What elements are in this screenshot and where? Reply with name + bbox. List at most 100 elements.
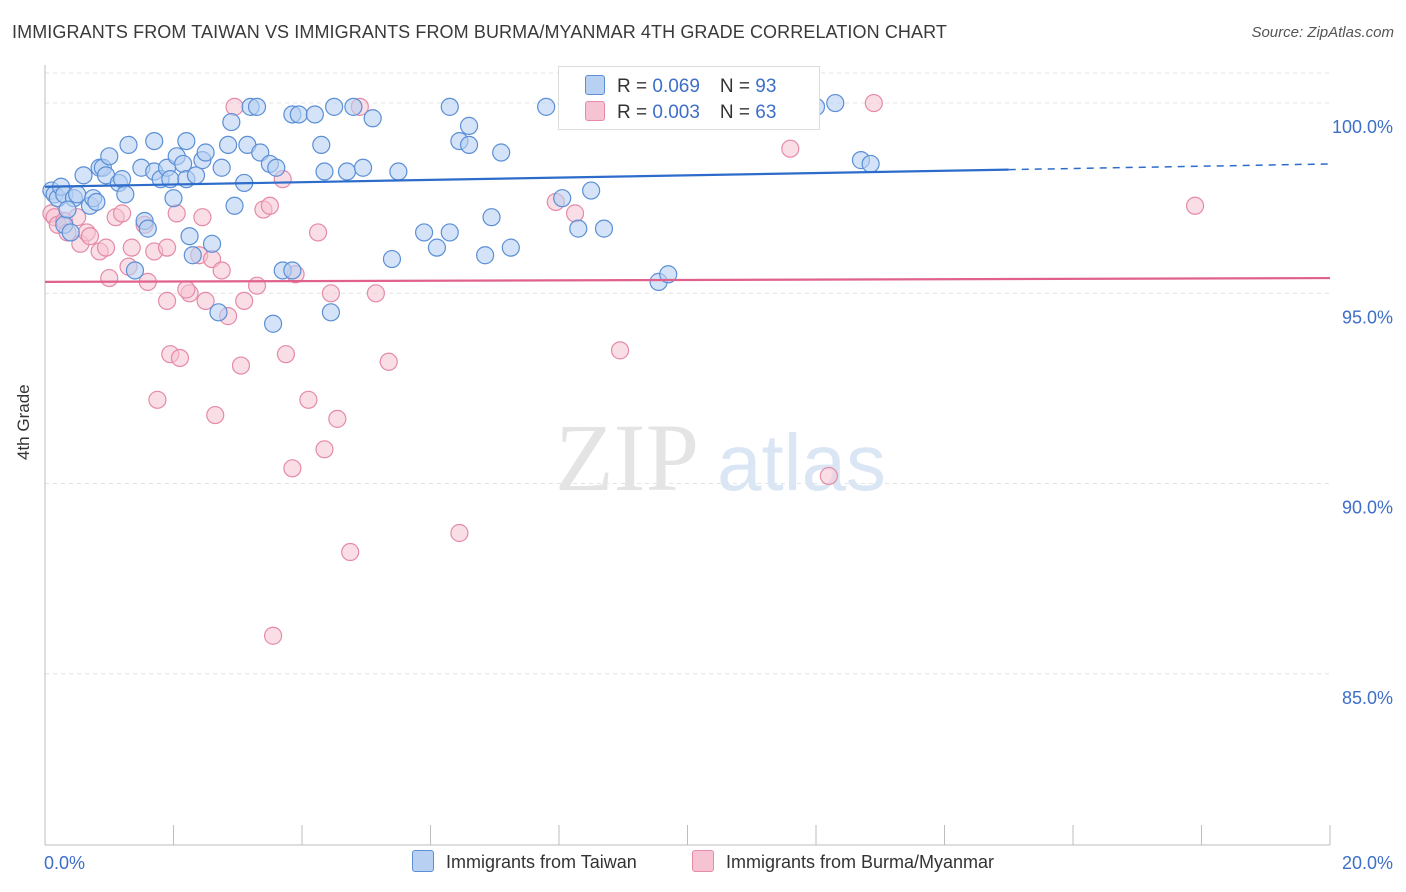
legend-row-burma: R = 0.003 N = 63 [585, 101, 776, 127]
series-taiwan-points [42, 93, 880, 333]
taiwan-point [222, 112, 241, 132]
watermark: ZIP atlas [555, 404, 886, 511]
taiwan-point [389, 162, 408, 181]
trend-lines [44, 163, 1331, 283]
taiwan-point [659, 265, 678, 284]
taiwan-point [138, 219, 157, 238]
burma-point [819, 466, 838, 486]
legend-r-label: R = [617, 102, 653, 123]
taiwan-point [183, 246, 202, 265]
burma-point [235, 291, 254, 311]
tick-labels: 85.0% 90.0% 95.0% 100.0% 0.0% 20.0% [44, 117, 1393, 873]
burma-point [781, 139, 800, 158]
taiwan-point [321, 303, 341, 322]
taiwan-point [74, 166, 93, 185]
x-tick-label: 0.0% [44, 853, 85, 873]
taiwan-point [582, 181, 601, 200]
taiwan-point [414, 223, 434, 242]
taiwan-point [382, 249, 402, 269]
y-axis-title: 4th Grade [14, 384, 33, 460]
burma-legend-label: Immigrants from Burma/Myanmar [726, 852, 995, 872]
taiwan-point [116, 185, 135, 204]
taiwan-point [482, 208, 501, 227]
taiwan-point [58, 200, 77, 219]
burma-point [148, 390, 167, 409]
taiwan-point [61, 223, 80, 242]
taiwan-point [363, 109, 382, 128]
burma-point [260, 196, 279, 215]
burma-point [283, 459, 302, 478]
taiwan-point [315, 162, 334, 181]
burma-point [565, 204, 585, 223]
taiwan-point [459, 116, 479, 135]
y-tick-label: 85.0% [1342, 688, 1393, 708]
burma-point [864, 93, 883, 113]
burma-point [96, 238, 116, 257]
taiwan-point [263, 314, 283, 333]
burma-point [379, 352, 398, 371]
burma-point [366, 284, 385, 303]
burma-point [231, 356, 251, 375]
burma-legend-swatch [692, 850, 714, 872]
taiwan-point [305, 105, 324, 124]
taiwan-point [440, 223, 459, 242]
burma-point [315, 440, 334, 459]
legend-n-value: 63 [755, 102, 777, 123]
taiwan-point [267, 158, 286, 177]
source-label: Source: ZipAtlas.com [1251, 24, 1394, 41]
taiwan-point [225, 196, 244, 215]
burma-point [196, 291, 215, 311]
burma-point [610, 341, 630, 360]
taiwan-point [87, 192, 106, 212]
taiwan-point [501, 238, 520, 257]
burma-point [157, 238, 177, 257]
y-tick-label: 95.0% [1342, 307, 1393, 327]
burma-point [212, 261, 231, 280]
burma-point [170, 348, 190, 368]
burma-point [193, 208, 212, 227]
burma-point [299, 390, 318, 409]
burma-point [177, 280, 196, 299]
burma-point [247, 276, 267, 295]
taiwan-point [283, 261, 302, 280]
taiwan-point [459, 135, 479, 155]
burma-trend-line [44, 276, 1331, 283]
burma-point [206, 405, 225, 425]
taiwan-point [826, 93, 845, 113]
burma-point [1185, 196, 1205, 215]
watermark-zip: ZIP [555, 404, 699, 511]
burma-point [225, 97, 244, 116]
taiwan-point [177, 131, 196, 151]
taiwan-point [537, 97, 556, 116]
taiwan-point [440, 97, 459, 116]
taiwan-point [312, 135, 331, 155]
legend-n-value: 93 [755, 76, 777, 97]
legend-n-label: N = [719, 102, 756, 123]
legend-row-taiwan: R = 0.069 N = 93 [585, 75, 776, 101]
taiwan-point [209, 303, 228, 322]
taiwan-point [219, 135, 238, 155]
taiwan-point [476, 246, 495, 265]
legend-r-value: 0.069 [652, 76, 700, 97]
taiwan-point [119, 135, 138, 155]
burma-point [328, 409, 347, 428]
watermark-atlas: atlas [717, 418, 886, 507]
burma-point [122, 238, 141, 257]
burma-point [80, 227, 100, 246]
taiwan-point [180, 227, 199, 246]
taiwan-point [145, 131, 164, 151]
taiwan-point [427, 238, 447, 257]
burma-point [112, 204, 132, 223]
burma-point [341, 542, 360, 562]
taiwan-trend-line [44, 168, 1009, 188]
legend-r-value: 0.003 [652, 102, 700, 123]
taiwan-point [164, 189, 183, 208]
y-tick-label: 100.0% [1332, 117, 1393, 137]
bottom-legend-burma: Immigrants from Burma/Myanmar [692, 850, 994, 873]
taiwan-trend-extension [1008, 163, 1331, 171]
bottom-legend-taiwan: Immigrants from Taiwan [412, 850, 637, 873]
legend-r-label: R = [617, 76, 653, 97]
burma-point [321, 284, 341, 303]
legend-n-label: N = [719, 76, 756, 97]
